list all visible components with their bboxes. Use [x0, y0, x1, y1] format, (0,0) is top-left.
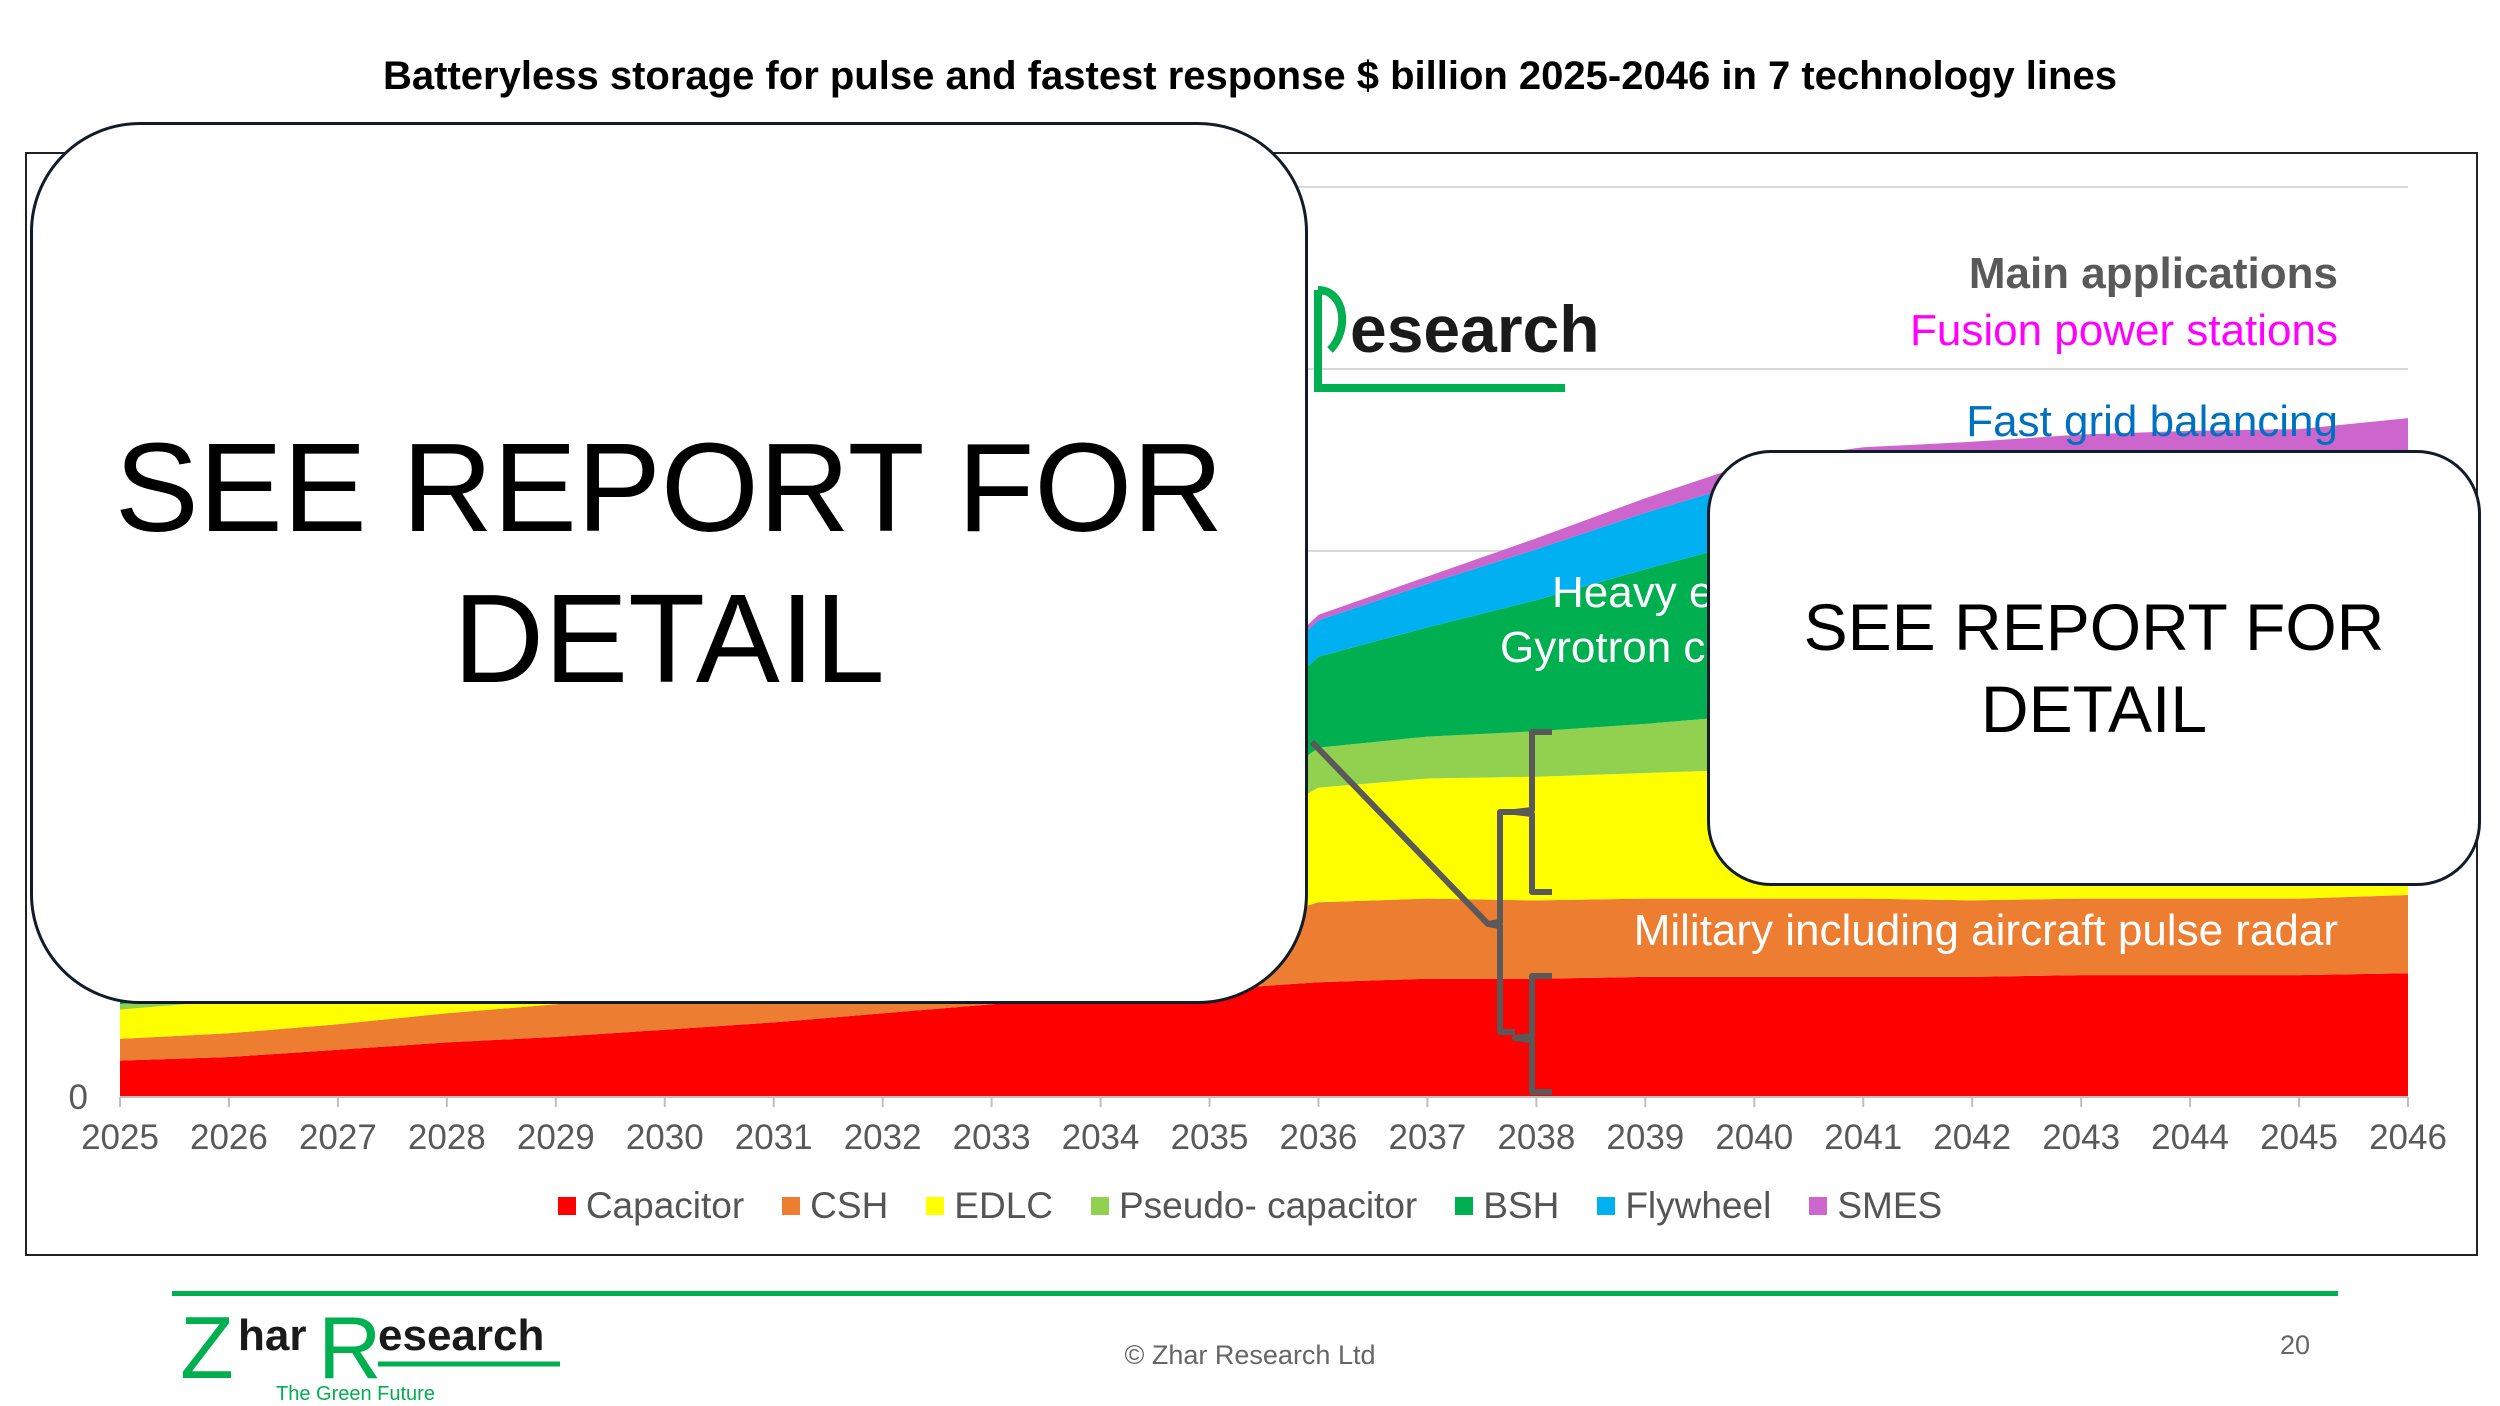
legend-swatch [1455, 1197, 1474, 1215]
x-tick-label: 2039 [1606, 1118, 1684, 1157]
legend-swatch [926, 1197, 945, 1215]
x-tick-label: 2042 [1933, 1118, 2011, 1157]
legend-item: SMES [1809, 1185, 1942, 1227]
logo-har: har [238, 1311, 306, 1360]
x-tick-label: 2038 [1497, 1118, 1575, 1157]
legend-label: BSH [1483, 1185, 1560, 1226]
annotation-military: Military including aircraft pulse radar [1634, 906, 2338, 955]
legend-label: Capacitor [585, 1185, 745, 1226]
legend-item: Pseudo- capacitor [1091, 1185, 1417, 1227]
x-tick-label: 2046 [2369, 1118, 2447, 1157]
x-tick-label: 2043 [2042, 1118, 2120, 1157]
legend-label: EDLC [954, 1185, 1053, 1226]
x-tick-label: 2031 [735, 1118, 813, 1157]
x-tick-label: 2032 [844, 1118, 922, 1157]
watermark-logo-r [1314, 290, 1565, 392]
copyright: © Zhar Research Ltd [1124, 1340, 1376, 1370]
annotation-grid: Fast grid balancing [1966, 397, 2338, 446]
legend-label: SMES [1837, 1185, 1943, 1226]
zhar-research-logo: Z har R esearch The Green Future [180, 1298, 560, 1405]
legend-item: Capacitor [557, 1185, 745, 1227]
x-tick-label: 2044 [2151, 1118, 2229, 1157]
legend-label: Flywheel [1625, 1185, 1772, 1226]
legend-swatch [1091, 1197, 1109, 1215]
logo-z: Z [180, 1298, 234, 1397]
x-tick-label: 2036 [1280, 1118, 1358, 1157]
x-tick-label: 2025 [81, 1118, 159, 1157]
legend-item: CSH [782, 1185, 888, 1227]
legend-item: BSH [1455, 1185, 1559, 1227]
x-tick-label: 2037 [1388, 1118, 1466, 1157]
x-tick-label: 2028 [408, 1118, 486, 1157]
legend-label: Pseudo- capacitor [1119, 1185, 1418, 1226]
x-tick-label: 2029 [517, 1118, 595, 1157]
legend-swatch [1809, 1197, 1828, 1215]
annotation-brackets [1309, 729, 1552, 1095]
x-tick-label: 2041 [1824, 1118, 1902, 1157]
logo-esearch: esearch [378, 1311, 544, 1360]
annotation-header: Main applications [1969, 249, 2338, 298]
connector-line [1309, 739, 1491, 927]
legend-swatch [782, 1197, 801, 1215]
overlay-small-line1: SEE REPORT FOR [1803, 589, 2385, 664]
x-tick-label: 2026 [190, 1118, 268, 1157]
legend-item: Flywheel [1597, 1185, 1771, 1227]
x-tick-label: 2040 [1715, 1118, 1793, 1157]
legend-swatch [557, 1197, 576, 1215]
y-tick-label: 0 [69, 1078, 88, 1117]
annotation-fusion: Fusion power stations [1910, 306, 2338, 355]
see-report-overlay-large: SEE REPORT FOR DETAIL [30, 122, 1308, 1004]
x-tick-label: 2045 [2260, 1118, 2338, 1157]
overlay-large-line1: SEE REPORT FOR [114, 416, 1224, 558]
annotation-heavy: Heavy e [1552, 568, 1713, 617]
chart-legend: Capacitor CSH EDLC Pseudo- capacitor BSH Flyw… [0, 1185, 2500, 1227]
see-report-overlay-small: SEE REPORT FOR DETAIL [1707, 450, 2481, 886]
legend-swatch [1597, 1197, 1616, 1215]
watermark-logo-text: esearch [1350, 292, 1600, 366]
area-capacitor [120, 973, 2408, 1097]
x-tick-label: 2035 [1171, 1118, 1249, 1157]
legend-label: CSH [810, 1185, 889, 1226]
x-tick-label: 2030 [626, 1118, 704, 1157]
logo-tagline: The Green Future [276, 1383, 435, 1405]
x-tick-label: 2034 [1062, 1118, 1140, 1157]
bracket-lower [1512, 973, 1552, 1095]
legend-item: EDLC [926, 1185, 1053, 1227]
page-number: 20 [2280, 1330, 2311, 1360]
annotation-gyrotron: Gyrotron c [1500, 623, 1705, 672]
chart-title: Batteryless storage for pulse and fastes… [383, 54, 2117, 98]
x-tick-label: 2033 [953, 1118, 1031, 1157]
footer-divider [172, 1291, 2338, 1296]
overlay-large-line2: DETAIL [453, 568, 885, 709]
logo-r: R [318, 1298, 382, 1397]
x-tick-label: 2027 [299, 1118, 377, 1157]
x-axis: 2025 2026 2027 2028 2029 2030 2031 2032 2033 2034… [69, 1078, 2447, 1157]
overlay-small-line2: DETAIL [1980, 672, 2208, 746]
watermark-logo-r-bowl [1317, 286, 1347, 353]
